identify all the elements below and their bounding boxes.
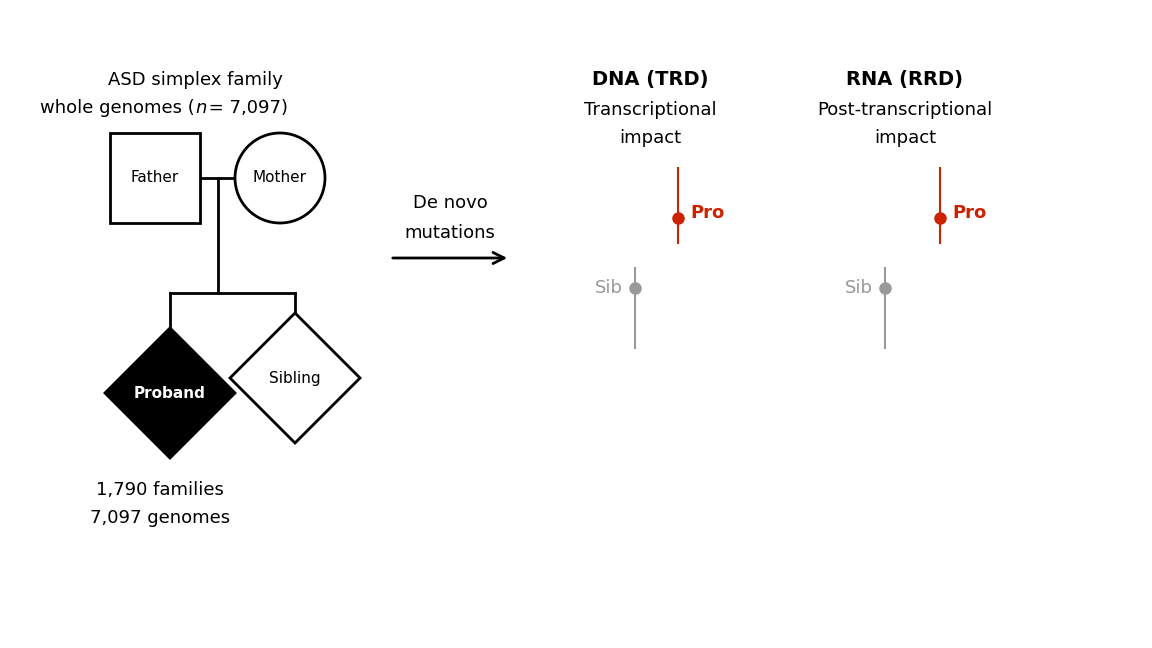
Text: Sib: Sib: [846, 279, 873, 297]
Text: Post-transcriptional: Post-transcriptional: [818, 101, 993, 119]
Polygon shape: [105, 328, 235, 458]
Polygon shape: [230, 313, 359, 443]
Text: 7,097 genomes: 7,097 genomes: [90, 509, 230, 527]
Text: Pro: Pro: [952, 204, 986, 222]
Bar: [109, 133, 200, 223]
Text: Pro: Pro: [690, 204, 725, 222]
Text: Sibling: Sibling: [270, 371, 320, 386]
Circle shape: [235, 133, 325, 223]
Text: DNA (TRD): DNA (TRD): [592, 71, 708, 89]
Text: RNA (RRD): RNA (RRD): [847, 71, 963, 89]
Text: De novo: De novo: [412, 194, 487, 212]
Text: Transcriptional: Transcriptional: [584, 101, 717, 119]
Text: Father: Father: [131, 170, 179, 185]
Text: Sib: Sib: [594, 279, 623, 297]
Text: = 7,097): = 7,097): [203, 99, 288, 117]
Text: 1,790 families: 1,790 families: [96, 481, 223, 499]
Text: impact: impact: [619, 129, 681, 147]
Text: mutations: mutations: [404, 224, 495, 242]
Text: n: n: [195, 99, 206, 117]
Text: Mother: Mother: [253, 170, 306, 185]
Text: whole genomes (: whole genomes (: [40, 99, 195, 117]
Text: ASD simplex family: ASD simplex family: [107, 71, 282, 89]
Text: Proband: Proband: [134, 386, 206, 400]
Text: impact: impact: [874, 129, 937, 147]
